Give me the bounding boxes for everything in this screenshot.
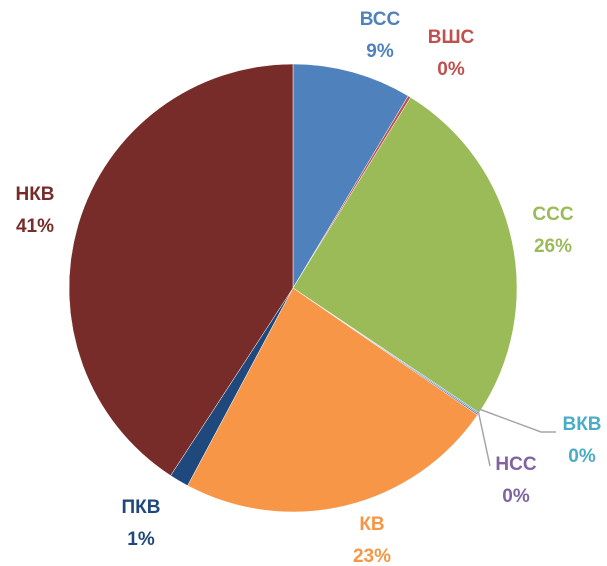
- value-label: 0%: [568, 446, 596, 467]
- value-label: 0%: [502, 486, 530, 507]
- value-label: 1%: [127, 529, 155, 550]
- leader-line: [477, 409, 491, 467]
- slice: [292, 63, 409, 289]
- value-label: 0%: [437, 59, 465, 80]
- slice-label: НКВ: [15, 184, 54, 205]
- slice-label: НСС: [495, 454, 536, 475]
- slice-label: КВ: [359, 514, 384, 535]
- value-label: 9%: [366, 41, 394, 62]
- pie: [68, 63, 518, 513]
- slice-label: ВСС: [360, 9, 401, 30]
- slice-label: ВКВ: [562, 414, 601, 435]
- slice: [187, 287, 478, 513]
- slice-label: ВШС: [428, 27, 475, 48]
- value-label: 23%: [353, 546, 391, 566]
- value-label: 41%: [16, 216, 54, 237]
- slice-label: ПКВ: [122, 497, 161, 518]
- slice-label: ССС: [532, 204, 573, 225]
- leader-line: [478, 408, 556, 433]
- slice: [292, 97, 518, 414]
- value-label: 26%: [534, 236, 572, 257]
- slice: [68, 63, 294, 476]
